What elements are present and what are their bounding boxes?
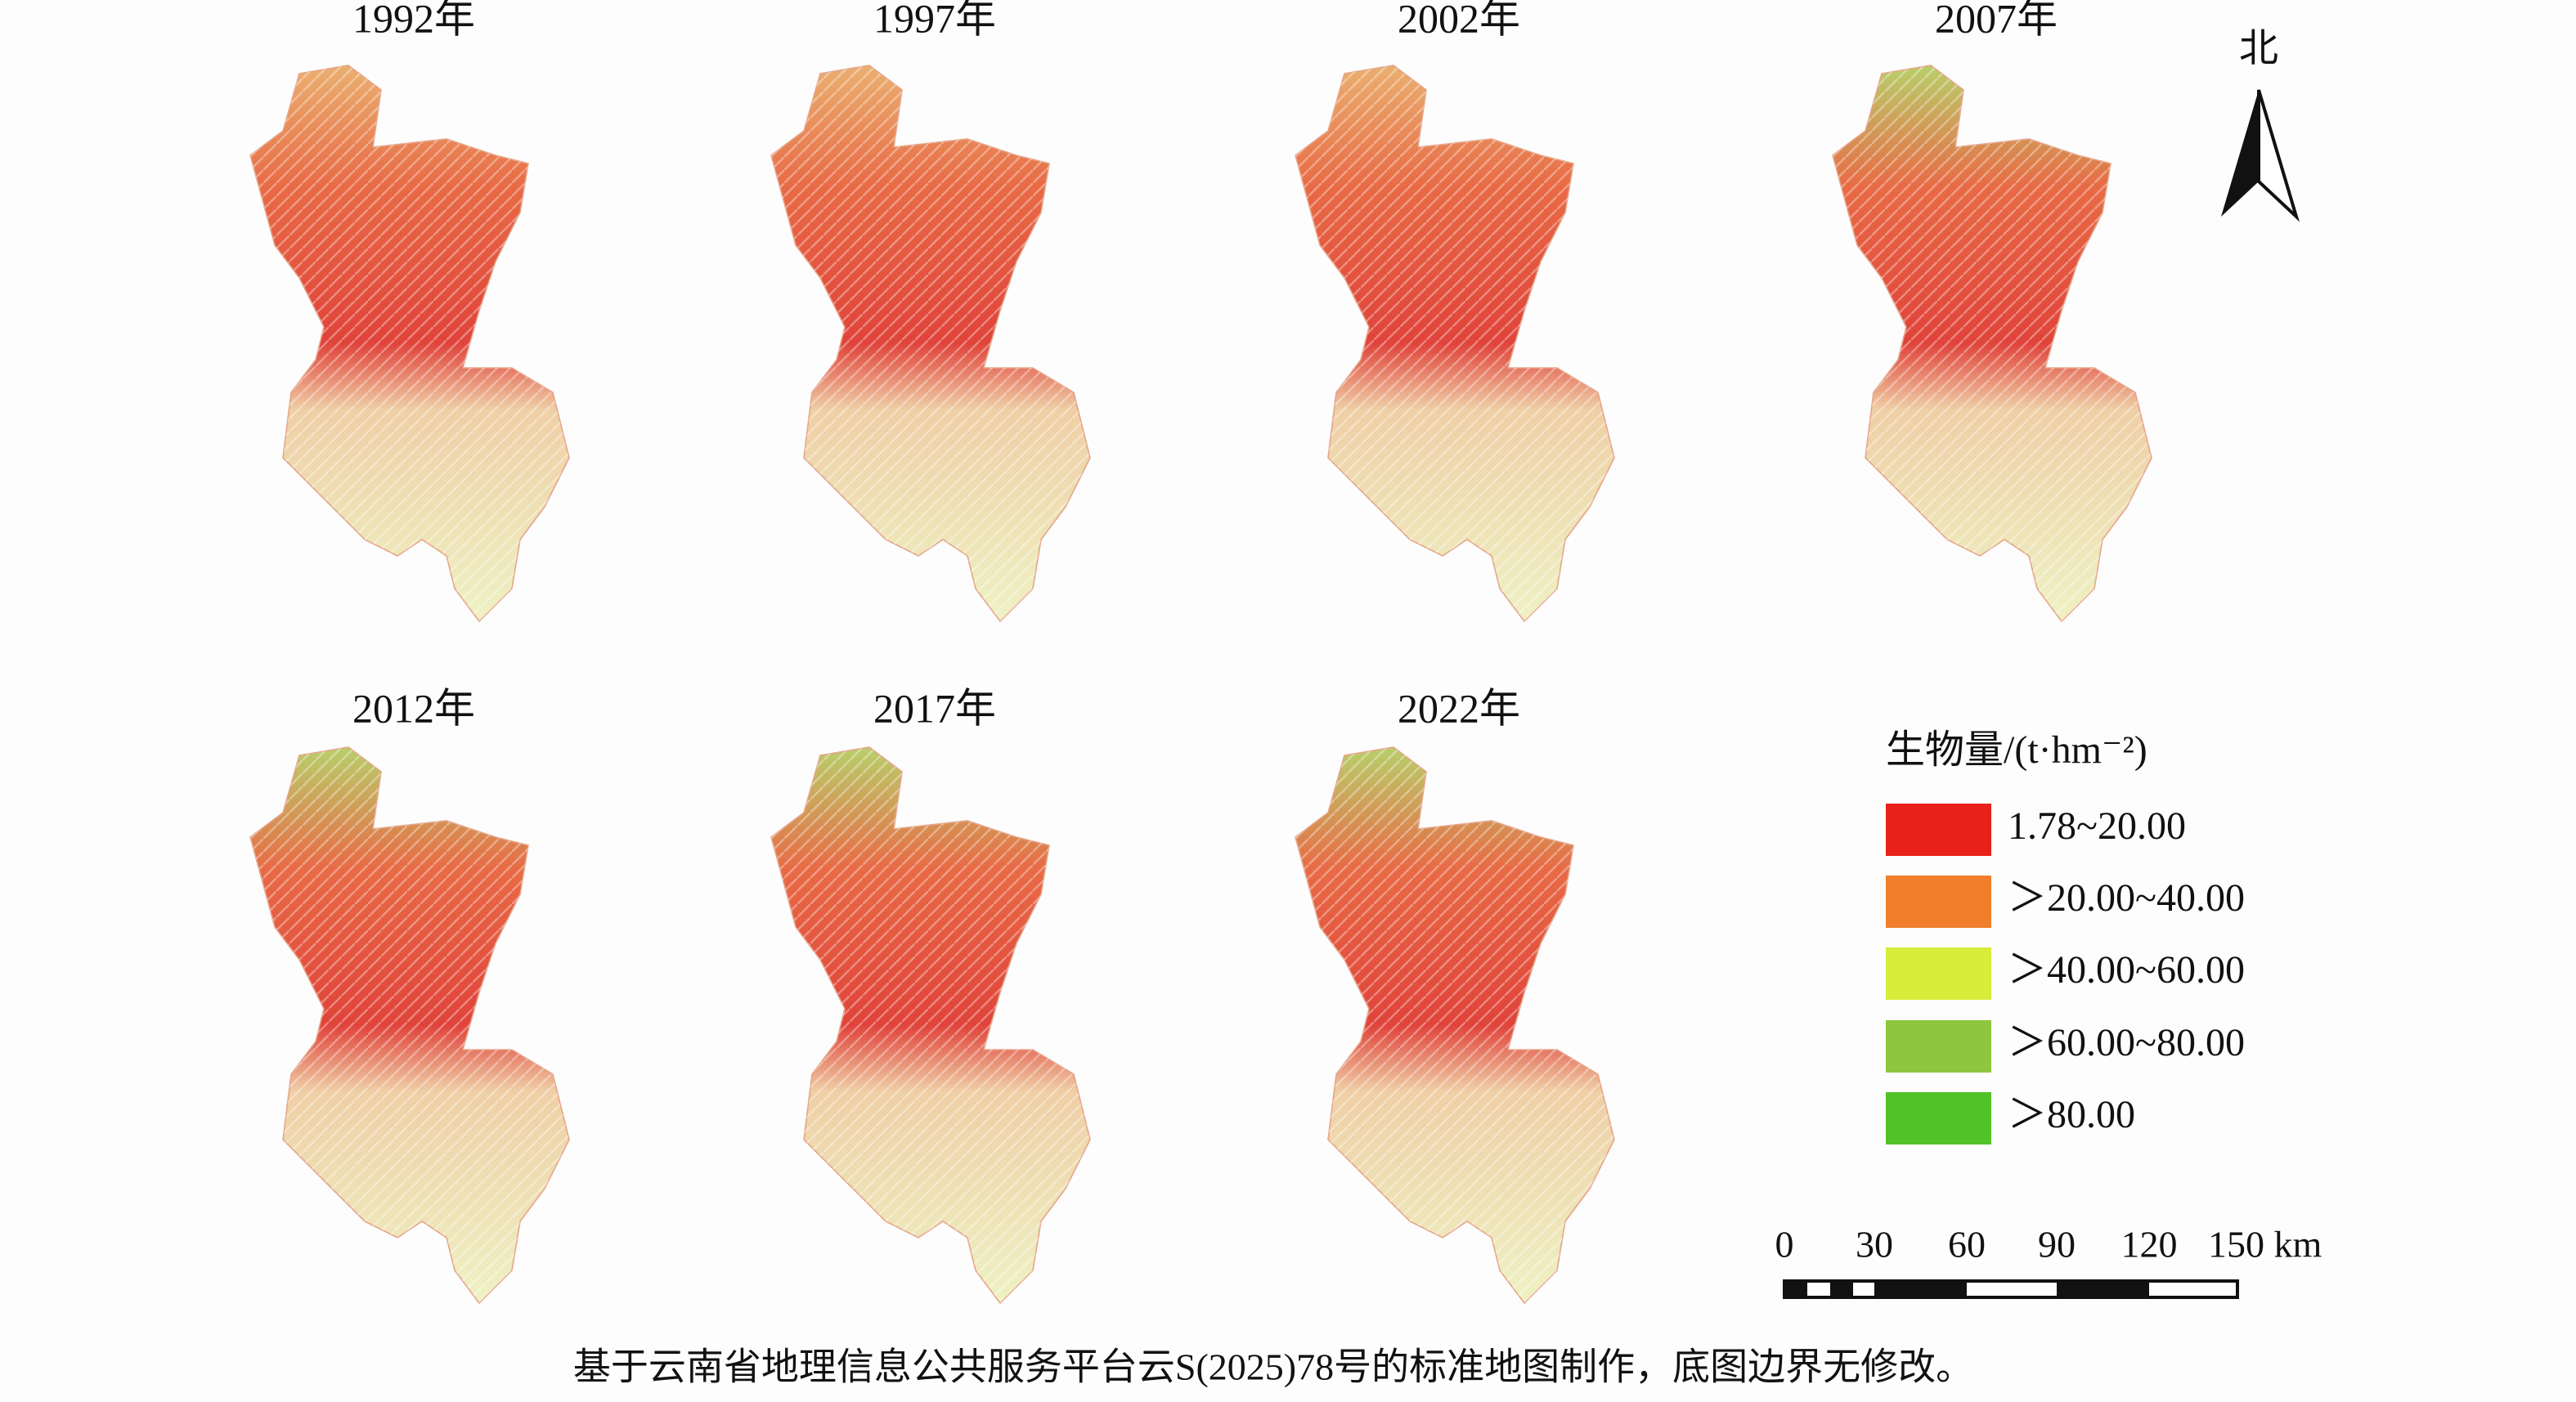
panel-title: 2012年 (352, 685, 475, 731)
panel-title: 1997年 (873, 0, 996, 41)
legend-label: ＞20.00~40.00 (2008, 876, 2245, 920)
map (1295, 65, 1615, 622)
scale-label: 30 (1856, 1224, 1893, 1265)
map (1832, 65, 2152, 622)
scale-label: 60 (1948, 1224, 1986, 1265)
map-texture (771, 65, 1090, 621)
map-texture (1833, 65, 2152, 621)
legend-label: 1.78~20.00 (2008, 804, 2186, 848)
panel-title: 1992年 (352, 0, 475, 41)
map-texture (771, 747, 1090, 1303)
north-arrow (2221, 90, 2259, 217)
map (770, 65, 1091, 622)
panel-title: 2007年 (1935, 0, 2058, 41)
panel-title: 2017年 (873, 685, 996, 731)
legend-title: 生物量/(t·hm⁻²) (1886, 728, 2147, 772)
caption: 基于云南省地理信息公共服务平台云S(2025)78号的标准地图制作，底图边界无修… (573, 1346, 1973, 1388)
scale-label: 150 km (2208, 1224, 2322, 1265)
map-texture (250, 65, 569, 621)
scale-bar-segment (1874, 1281, 1967, 1297)
legend-swatch (1886, 947, 1991, 1000)
map (1295, 746, 1615, 1304)
legend-swatch (1886, 804, 1991, 856)
north-label: 北 (2239, 27, 2278, 70)
panel-title: 2002年 (1398, 0, 1520, 41)
legend-swatch (1886, 1092, 1991, 1144)
scale-label: 120 (2121, 1224, 2178, 1265)
scale-bar-segment (2057, 1281, 2149, 1297)
map (249, 65, 570, 622)
scale-bar-segment (1830, 1281, 1853, 1297)
scale-bar-segment (1784, 1281, 1807, 1297)
map (770, 746, 1091, 1304)
panel-title: 2022年 (1398, 685, 1520, 731)
legend-label: ＞60.00~80.00 (2008, 1021, 2245, 1064)
legend-swatch (1886, 876, 1991, 928)
map-texture (1295, 65, 1614, 621)
scale-bar (1783, 1279, 2239, 1299)
north-arrow (2257, 89, 2300, 222)
scale-label: 90 (2038, 1224, 2076, 1265)
scale-label: 0 (1775, 1224, 1794, 1265)
map (249, 746, 570, 1304)
legend-swatch (1886, 1020, 1991, 1073)
map-texture (250, 747, 569, 1303)
legend-label: ＞80.00 (2008, 1093, 2135, 1136)
legend-label: ＞40.00~60.00 (2008, 948, 2245, 992)
map-texture (1295, 747, 1614, 1303)
